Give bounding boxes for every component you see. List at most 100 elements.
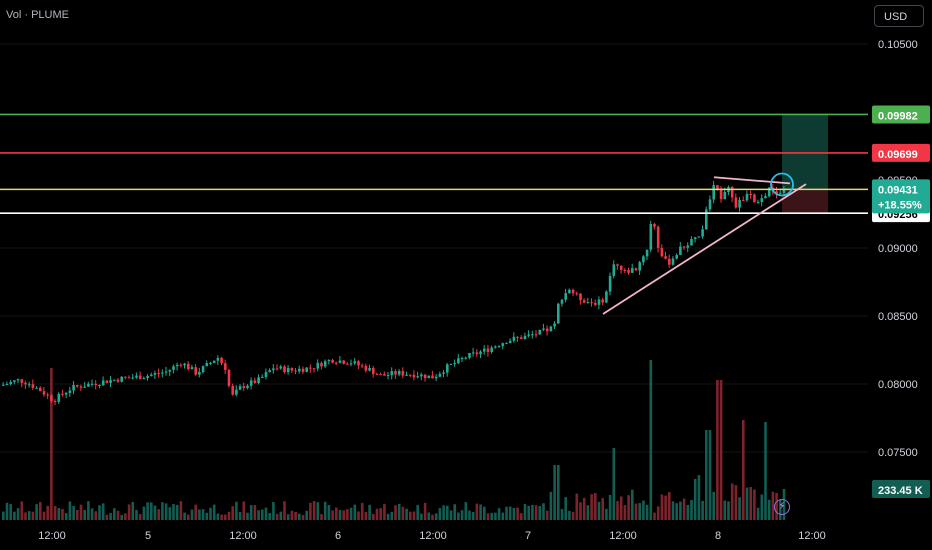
candle-body [13, 380, 16, 382]
volume-bar [335, 507, 338, 520]
lightning-icon[interactable]: ⚡ [774, 499, 790, 515]
volume-bar [46, 505, 49, 520]
candle-body [423, 374, 427, 379]
candle-body [686, 245, 690, 248]
volume-bar [516, 507, 519, 520]
volume-bar [564, 497, 567, 520]
candle-body [656, 226, 660, 248]
candle-body [394, 371, 397, 375]
candle-body [179, 364, 183, 366]
descending-resistance-trendline [713, 176, 791, 185]
volume-bar [616, 501, 619, 520]
candle-body [490, 347, 493, 352]
loss-zone [782, 189, 828, 214]
volume-bar [705, 430, 708, 520]
volume-bar [490, 512, 493, 520]
candle-body [479, 351, 482, 355]
candle-body [138, 375, 142, 380]
candle-body [279, 366, 283, 369]
volume-bar [183, 512, 186, 520]
candle-body [64, 392, 68, 395]
volume-bar [468, 510, 471, 520]
candle-body [412, 374, 416, 378]
candle-body [397, 371, 401, 375]
candle-body [712, 185, 715, 200]
trendlines [602, 172, 807, 315]
currency-button[interactable]: USD [874, 5, 924, 27]
volume-bar [294, 511, 297, 520]
volume-bar [612, 448, 616, 520]
volume-bar [331, 510, 334, 520]
candle-body [460, 358, 464, 360]
candle-body [775, 191, 778, 194]
candle-body [346, 363, 349, 365]
candle-body [401, 371, 405, 376]
candle-body [209, 362, 212, 364]
volume-bar [520, 513, 523, 520]
candle-body [253, 380, 257, 383]
candle-body [87, 383, 90, 387]
volume-bar [767, 499, 771, 520]
volume-bar [475, 503, 479, 520]
candle-body [760, 198, 764, 203]
candles [2, 180, 786, 406]
candle-body [527, 334, 530, 336]
volume-bar [349, 507, 353, 520]
candle-body [660, 247, 664, 257]
candle-body [764, 196, 767, 199]
time-axis: 12:00 5 12:00 6 12:00 7 12:00 8 12:00 [38, 530, 826, 542]
candle-body [523, 335, 527, 339]
volume-bar [412, 511, 416, 520]
volume-bar [72, 506, 75, 520]
candle-body [5, 383, 9, 385]
time-tick-label: 6 [335, 530, 341, 542]
volume-bar [57, 508, 61, 520]
volume-bar [420, 513, 423, 520]
candle-body [608, 275, 612, 292]
volume-bar [76, 509, 79, 520]
volume-bar [427, 512, 431, 520]
volume-bar [138, 514, 142, 520]
volume-tag: 233.45 K [872, 480, 930, 498]
candle-body [283, 366, 286, 373]
volume-indicator-label: Vol · PLUME [6, 9, 69, 21]
volume-bar [671, 501, 675, 520]
volume-bar [446, 505, 449, 520]
volume-bar [172, 504, 175, 520]
volume-bar [238, 512, 242, 520]
volume-bar [338, 510, 342, 520]
volume-bar [660, 494, 664, 520]
volume-bar [501, 512, 505, 520]
volume-bar [101, 503, 105, 520]
candle-body [216, 357, 220, 361]
volume-bar [275, 513, 279, 520]
volume-bar [323, 501, 327, 520]
candle-body [471, 352, 475, 354]
candle-body [109, 380, 112, 383]
volume-bar [656, 506, 660, 520]
candle-body [20, 379, 24, 383]
candle-body [35, 387, 38, 389]
volume-bar [745, 487, 749, 520]
time-tick-label: 8 [715, 530, 721, 542]
candle-body [730, 187, 734, 198]
volume-bar [124, 513, 127, 520]
candle-body [649, 223, 653, 250]
volume-bar [246, 512, 249, 520]
volume-bar [98, 505, 101, 520]
candle-body [475, 352, 479, 355]
candle-body [745, 193, 749, 201]
volume-bar [723, 500, 727, 520]
volume-bar [272, 502, 275, 520]
candle-body [294, 370, 297, 372]
take-profit-price-tag-text: 0.09982 [878, 110, 918, 122]
volume-bar [457, 512, 460, 520]
candle-body [512, 336, 516, 341]
candle-body [594, 302, 597, 305]
candle-body [742, 199, 745, 201]
candle-body [353, 361, 357, 364]
candle-body [31, 384, 35, 388]
candle-body [638, 262, 641, 271]
candle-body [175, 364, 179, 367]
